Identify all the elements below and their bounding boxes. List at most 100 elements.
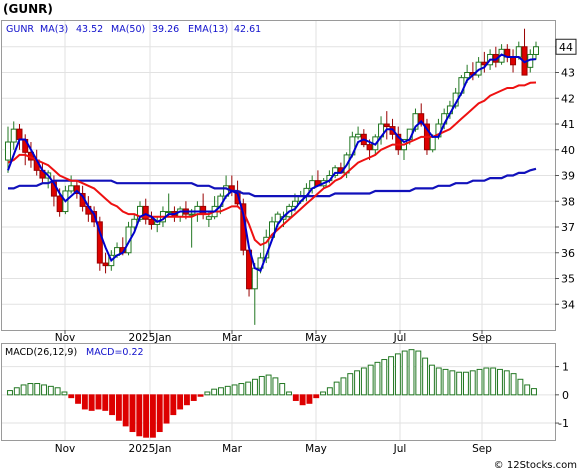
price-x-ticks: Nov 2025Jan Mar May Jul Sep — [55, 330, 492, 344]
macd-bars — [7, 349, 537, 438]
candle-body — [102, 262, 109, 267]
macd-bar — [211, 388, 218, 396]
macd-bar — [428, 364, 435, 396]
macd-x-ticks: Nov 2025Jan Mar May Jul Sep — [55, 443, 492, 455]
macd-y-tick-label: -1 — [558, 417, 569, 430]
macd-bar — [272, 377, 279, 396]
candle-body — [165, 211, 172, 214]
macd-bar — [374, 361, 381, 396]
macd-x-tick-label: Jul — [393, 443, 407, 455]
price-y-tick-label: 42 — [561, 92, 575, 105]
macd-bar — [388, 356, 395, 396]
candle-body — [510, 56, 517, 66]
macd-value-label: MACD=0.22 — [86, 347, 144, 358]
candle-body — [355, 133, 362, 138]
macd-bar — [7, 390, 13, 396]
macd-bar — [449, 370, 456, 396]
macd-bar — [381, 359, 388, 396]
macd-bar — [20, 384, 27, 396]
macd-bar — [204, 391, 211, 396]
macd-bar — [510, 373, 517, 396]
candle-body — [68, 185, 75, 192]
macd-bar — [286, 391, 292, 396]
macd-bar — [313, 394, 320, 399]
candle-body — [251, 267, 258, 290]
chart-title: (GUNR) — [3, 2, 53, 16]
candle-body — [274, 213, 281, 223]
macd-bar — [68, 394, 75, 399]
macd-bar — [401, 350, 408, 396]
candle-body — [5, 141, 11, 161]
macd-bar — [238, 383, 245, 396]
macd-bar — [170, 394, 177, 416]
macd-bar — [462, 371, 469, 396]
price-x-tick-label: 2025Jan — [129, 332, 172, 344]
candle-body — [291, 200, 298, 207]
macd-x-tick-label: 2025Jan — [129, 443, 172, 455]
macd-bar — [224, 385, 231, 396]
macd-bar — [54, 387, 61, 396]
macd-bar — [435, 367, 442, 396]
macd-bar — [61, 391, 68, 396]
price-x-tick-label: Nov — [55, 332, 76, 344]
macd-bar — [47, 385, 54, 396]
macd-bar — [517, 378, 524, 396]
macd-bar — [394, 353, 401, 396]
candle-body — [148, 218, 155, 225]
macd-bar — [102, 394, 109, 411]
candle-body — [366, 144, 373, 151]
macd-y-tick-label: 1 — [562, 361, 569, 374]
macd-bar — [469, 370, 476, 396]
macd-bar — [360, 367, 367, 396]
ema13-line — [7, 81, 537, 247]
legend-ticker: GUNR — [6, 24, 34, 35]
candle-body — [96, 221, 103, 264]
macd-bar — [333, 381, 340, 396]
candle-body — [515, 46, 522, 58]
macd-x-tick-label: Sep — [472, 443, 492, 455]
macd-x-tick-label: Nov — [55, 443, 76, 455]
macd-x-tick-label: Mar — [222, 443, 242, 455]
macd-x-tick-label: May — [305, 443, 327, 455]
macd-bar — [129, 394, 136, 433]
price-y-tick-label: 36 — [561, 247, 575, 260]
ma50-line — [8, 167, 537, 198]
price-y-tick-label: 38 — [561, 195, 575, 208]
macd-bar — [27, 383, 34, 396]
macd-bar — [75, 394, 82, 404]
watermark: © 12Stocks.com — [494, 460, 577, 471]
macd-bar — [218, 387, 224, 396]
macd-bar — [347, 373, 354, 396]
macd-bar — [258, 375, 265, 396]
candle-body — [429, 136, 436, 151]
macd-bar — [476, 368, 483, 396]
price-y-tick-label: 41 — [561, 118, 575, 131]
candle-body — [205, 216, 212, 220]
macd-bar — [245, 381, 252, 396]
macd-bar — [149, 394, 156, 438]
price-y-ticks: 34 35 36 37 38 39 40 41 42 43 44 — [555, 41, 575, 311]
candle-body — [332, 167, 339, 176]
price-y-tick-label: 40 — [561, 144, 575, 157]
price-y-tick-label: 39 — [561, 170, 575, 183]
macd-bar — [231, 384, 238, 396]
candle-body — [16, 128, 23, 140]
price-grid — [2, 21, 555, 330]
legend-ma50-label: MA(50) — [111, 24, 145, 35]
macd-bar — [265, 374, 272, 396]
macd-bar — [13, 387, 20, 396]
macd-bar — [115, 394, 122, 421]
macd-y-tick-label: 0 — [562, 389, 569, 402]
candle-body — [412, 113, 419, 130]
macd-params-label: MACD(26,12,9) — [5, 347, 77, 358]
price-x-tick-label: May — [305, 332, 327, 344]
candle-body — [200, 205, 207, 215]
price-y-tick-label: 34 — [561, 298, 575, 311]
macd-bar — [163, 394, 170, 424]
candle-body — [73, 185, 80, 195]
macd-bar — [183, 394, 190, 406]
legend-ma50-value: 39.26 — [152, 24, 179, 35]
macd-bar — [122, 394, 129, 427]
